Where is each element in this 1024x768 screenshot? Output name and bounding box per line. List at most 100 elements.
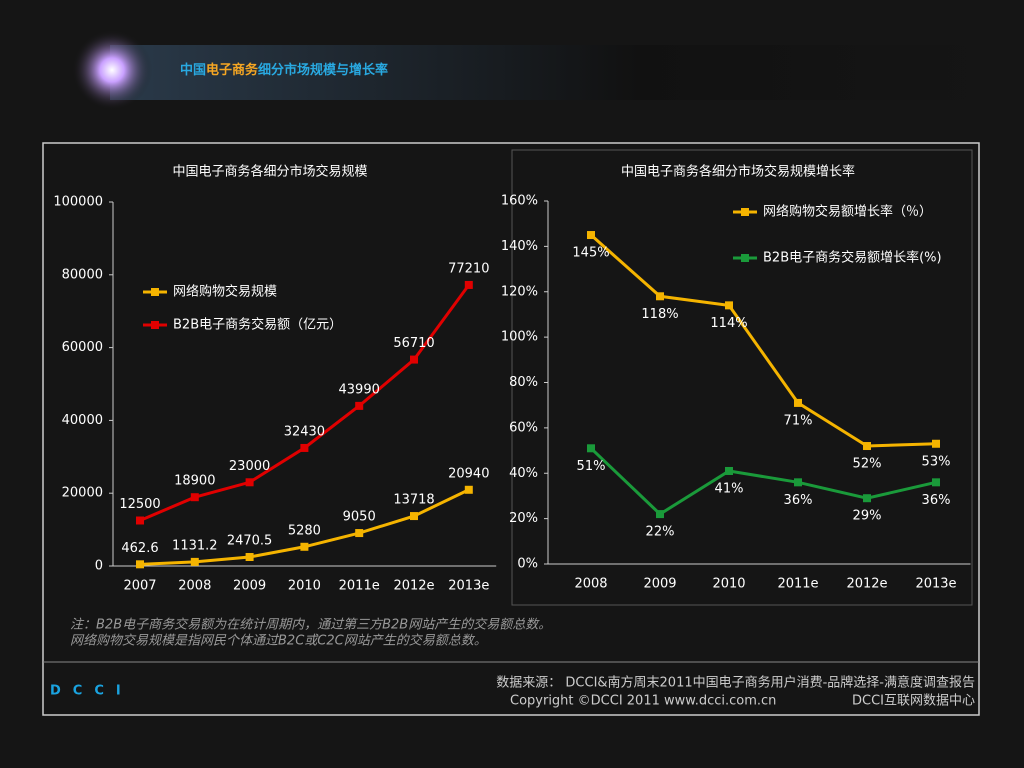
data-label: 12500 <box>119 497 160 512</box>
x-tick-label: 2009 <box>233 579 266 594</box>
series-line <box>589 447 937 516</box>
legend-label: 网络购物交易额增长率（％） <box>763 204 932 220</box>
point <box>190 493 199 502</box>
x-tick-label: 2007 <box>123 579 156 594</box>
org: DCCI互联网数据中心 <box>852 694 975 709</box>
point <box>136 560 144 569</box>
y-tick-label: 60% <box>509 420 538 435</box>
data-label: 77210 <box>448 261 489 276</box>
header-title: 中国电子商务细分市场规模与增长率 <box>180 62 388 78</box>
x-tick-label: 2008 <box>574 577 607 592</box>
x-tick-label: 2010 <box>288 579 321 594</box>
point <box>863 494 871 503</box>
header-bar <box>110 45 990 100</box>
y-tick-label: 20000 <box>62 486 103 501</box>
point <box>245 478 254 487</box>
note: 网络购物交易规模是指网民个体通过B2C或C2C网站产生的交易额总数。 <box>70 633 487 649</box>
title-part: 电子商务 <box>206 62 259 78</box>
series-line <box>590 233 937 448</box>
point <box>464 280 473 289</box>
note: 注：B2B电子商务交易额为在统计周期内，通过第三方B2B网站产生的交易额总数。 <box>70 617 551 633</box>
x-tick-label: 2011e <box>777 577 818 592</box>
legend-marker <box>741 254 749 262</box>
x-tick-label: 2008 <box>178 579 211 594</box>
data-label: 51% <box>577 459 606 474</box>
x-tick-label: 2011e <box>339 579 380 594</box>
y-tick-label: 20% <box>509 511 538 526</box>
legend-label: 网络购物交易规模 <box>173 284 277 300</box>
y-tick-label: 100000 <box>53 195 103 210</box>
data-label: 118% <box>641 307 678 322</box>
x-tick-label: 2013e <box>448 579 489 594</box>
data-label: 20940 <box>448 466 489 481</box>
data-label: 56710 <box>393 336 434 351</box>
data-label: 5280 <box>288 523 321 538</box>
point <box>410 355 418 364</box>
data-label: 43990 <box>339 382 380 397</box>
point <box>355 401 364 410</box>
data-label: 41% <box>715 481 744 496</box>
title-part: 中国 <box>180 62 206 78</box>
data-label: 145% <box>572 246 609 261</box>
legend-label: B2B电子商务交易额（亿元） <box>173 317 342 333</box>
y-tick-label: 0% <box>517 557 538 572</box>
y-tick-label: 160% <box>501 194 538 209</box>
x-tick-label: 2012e <box>846 577 887 592</box>
point <box>725 301 733 310</box>
point <box>794 478 802 487</box>
data-label: 29% <box>853 509 882 524</box>
data-label: 53% <box>922 454 951 469</box>
data-label: 23000 <box>229 459 270 474</box>
data-label: 36% <box>784 493 813 508</box>
data-label: 32430 <box>284 424 325 439</box>
frame <box>42 142 980 716</box>
point <box>587 444 595 453</box>
y-tick-label: 140% <box>501 239 538 254</box>
chart-title: 中国电子商务各细分市场交易规模增长率 <box>621 164 855 180</box>
point <box>300 542 309 551</box>
point <box>355 529 364 538</box>
data-label: 71% <box>784 413 813 428</box>
point <box>794 398 802 407</box>
x-tick-label: 2009 <box>643 577 676 592</box>
data-label: 1131.2 <box>172 538 218 553</box>
point <box>656 292 664 301</box>
data-label: 9050 <box>343 510 376 525</box>
point <box>932 439 940 448</box>
y-tick-label: 100% <box>501 330 538 345</box>
x-tick-label: 2013e <box>915 577 956 592</box>
legend-marker <box>151 321 159 329</box>
point <box>464 485 473 494</box>
point <box>587 231 595 240</box>
data-label: 462.6 <box>121 541 158 556</box>
chart-title: 中国电子商务各细分市场交易规模 <box>172 164 367 180</box>
y-tick-label: 40% <box>509 466 538 481</box>
point <box>725 466 733 475</box>
data-label: 13718 <box>393 493 434 508</box>
point <box>932 478 940 487</box>
legend-marker <box>151 288 159 296</box>
y-tick-label: 120% <box>501 284 538 299</box>
data-label: 2470.5 <box>227 534 273 549</box>
data-label: 114% <box>710 316 747 331</box>
y-tick-label: 80000 <box>62 267 103 282</box>
panel-frame <box>511 149 973 606</box>
point <box>136 516 144 525</box>
point <box>410 512 418 521</box>
source: 数据来源： DCCI&南方周末2011中国电子商务用户消费-品牌选择-满意度调查… <box>496 675 975 691</box>
copyright: Copyright ©DCCI 2011 www.dcci.com.cn <box>510 694 776 709</box>
point <box>245 553 254 562</box>
data-label: 18900 <box>174 474 215 489</box>
legend-marker <box>741 208 749 216</box>
x-tick-label: 2010 <box>712 577 745 592</box>
point <box>300 443 309 452</box>
title-part: 细分市场规模与增长率 <box>258 62 388 78</box>
x-tick-label: 2012e <box>393 579 434 594</box>
point <box>190 557 199 566</box>
data-label: 52% <box>853 457 882 472</box>
y-tick-label: 40000 <box>62 413 103 428</box>
y-tick-label: 80% <box>509 375 538 390</box>
data-label: 22% <box>646 525 675 540</box>
header-icon <box>72 30 152 110</box>
